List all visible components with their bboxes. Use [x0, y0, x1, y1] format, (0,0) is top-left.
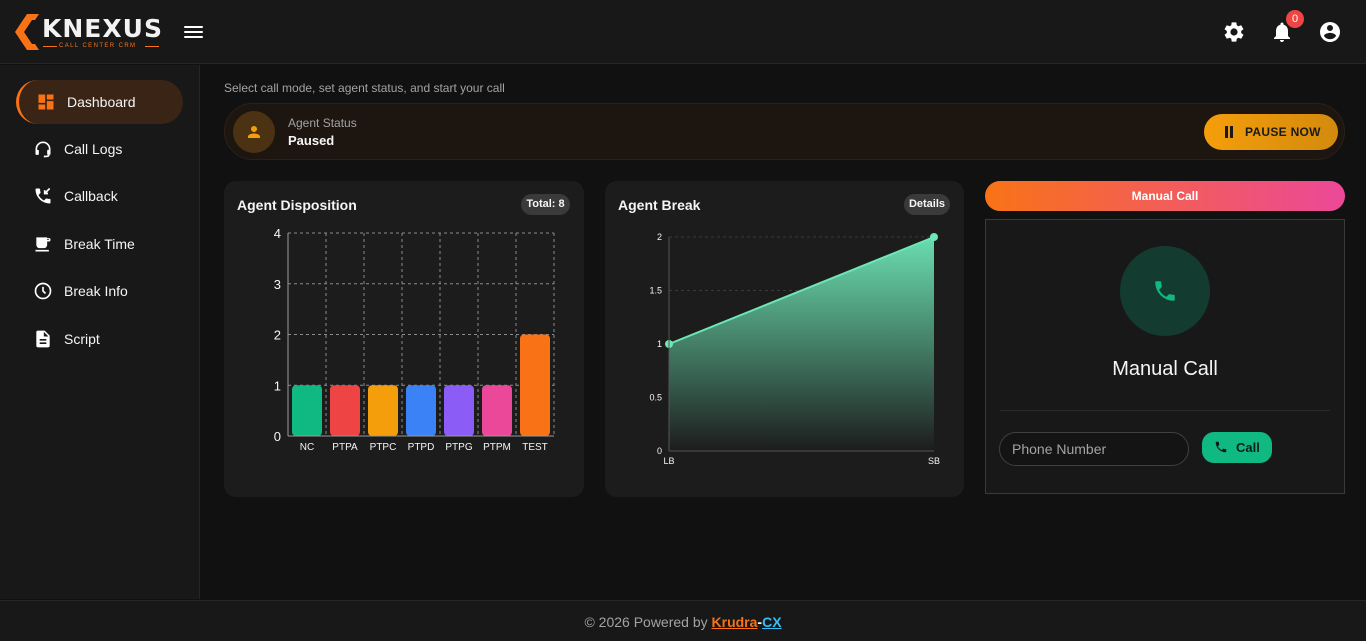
- sidebar-item-break-time[interactable]: Break Time: [16, 222, 183, 266]
- x-tick-label: NC: [300, 442, 314, 453]
- call-button[interactable]: Call: [1202, 432, 1272, 463]
- data-point: [930, 233, 938, 241]
- sidebar-item-label: Call Logs: [64, 141, 123, 157]
- divider: [1000, 410, 1330, 411]
- manual-call-tab[interactable]: Manual Call: [985, 181, 1345, 211]
- manual-call-title: Manual Call: [1112, 358, 1218, 380]
- logo-divider-left: [43, 46, 57, 47]
- agent-status-value: Paused: [288, 133, 335, 148]
- footer-brand-link[interactable]: Krudra: [711, 614, 758, 630]
- logo-divider-right: [145, 46, 159, 47]
- sidebar-item-break-info[interactable]: Break Info: [16, 269, 183, 313]
- document-icon: [36, 330, 50, 348]
- series-line: [668, 236, 935, 345]
- sidebar-item-label: Break Time: [64, 236, 135, 252]
- sidebar-item-label: Script: [64, 331, 100, 347]
- notification-count-badge: 0: [1286, 10, 1304, 28]
- x-tick-label: PTPC: [370, 442, 397, 453]
- y-tick-label: 1: [657, 339, 662, 349]
- pause-icon: [1225, 126, 1233, 138]
- total-badge: Total: 8: [521, 194, 570, 215]
- x-tick-label: PTPM: [483, 442, 511, 453]
- dashboard-icon: [38, 94, 54, 110]
- x-tick-label: PTPA: [332, 442, 358, 453]
- sidebar-item-script[interactable]: Script: [16, 317, 183, 361]
- x-tick-label: TEST: [522, 442, 548, 453]
- manual-call-tab-label: Manual Call: [1131, 189, 1199, 203]
- phone-number-input[interactable]: [999, 432, 1189, 466]
- person-icon: [248, 126, 260, 138]
- page-hint: Select call mode, set agent status, and …: [224, 81, 505, 95]
- agent-status-label: Agent Status: [288, 116, 357, 130]
- settings-gear-icon[interactable]: [1222, 20, 1246, 44]
- phone-callback-icon: [35, 187, 51, 204]
- bar: [292, 385, 322, 436]
- bar: [406, 385, 436, 436]
- headset-icon: [35, 141, 51, 158]
- brand-name: KNEXUS: [42, 14, 163, 43]
- y-tick-label: 1: [274, 378, 281, 393]
- clock-icon: [34, 282, 52, 300]
- phone-circle: [1120, 246, 1210, 336]
- notifications-bell-icon[interactable]: [1270, 20, 1294, 44]
- agent-avatar: [233, 111, 275, 153]
- bar: [520, 334, 550, 436]
- break-area-chart: 0 0.5 1 1.5 2 LB SB: [649, 232, 940, 466]
- call-button-label: Call: [1236, 440, 1260, 455]
- bar: [482, 385, 512, 436]
- y-tick-label: 4: [274, 226, 281, 241]
- manual-call-panel: Manual Call Call: [985, 219, 1345, 494]
- footer-brand-suffix[interactable]: CX: [762, 614, 782, 630]
- pause-now-button[interactable]: PAUSE NOW: [1204, 114, 1338, 150]
- x-tick-label: PTPD: [408, 442, 435, 453]
- menu-toggle-icon[interactable]: [184, 23, 204, 41]
- x-tick-label: LB: [663, 456, 674, 466]
- footer-copyright: © 2026 Powered by: [584, 614, 712, 630]
- phone-icon: [1215, 441, 1227, 453]
- footer-text: © 2026 Powered by Krudra-CX: [584, 614, 781, 630]
- area-fill: [669, 237, 934, 451]
- user-account-icon[interactable]: [1318, 20, 1342, 44]
- sidebar-item-label: Callback: [64, 188, 118, 204]
- details-button[interactable]: Details: [904, 194, 950, 215]
- bar: [330, 385, 360, 436]
- coffee-icon: [35, 237, 51, 252]
- y-tick-label: 0: [274, 429, 281, 444]
- pause-now-label: PAUSE NOW: [1245, 125, 1321, 139]
- sidebar: Dashboard Call Logs Callback Break Time …: [0, 65, 200, 599]
- agent-status-bar: Agent Status Paused PAUSE NOW: [224, 103, 1345, 160]
- agent-break-title: Agent Break: [618, 197, 701, 213]
- y-tick-label: 0.5: [649, 393, 662, 403]
- top-header: KNEXUS CALL CENTER CRM 0: [0, 0, 1366, 64]
- bar: [444, 385, 474, 436]
- bar: [368, 385, 398, 436]
- y-tick-label: 2: [657, 232, 662, 242]
- footer: © 2026 Powered by Krudra-CX: [0, 600, 1366, 641]
- y-tick-label: 2: [274, 328, 281, 343]
- x-tick-label: PTPG: [445, 442, 472, 453]
- y-tick-label: 1.5: [649, 286, 662, 296]
- sidebar-item-call-logs[interactable]: Call Logs: [16, 127, 183, 171]
- x-tick-label: SB: [928, 456, 940, 466]
- sidebar-item-label: Break Info: [64, 283, 128, 299]
- y-tick-label: 3: [274, 277, 281, 292]
- brand-logo[interactable]: KNEXUS CALL CENTER CRM: [15, 12, 165, 52]
- logo-chevron-icon: [15, 14, 39, 50]
- sidebar-item-label: Dashboard: [67, 94, 136, 110]
- y-tick-label: 0: [657, 446, 662, 456]
- sidebar-item-callback[interactable]: Callback: [16, 174, 183, 218]
- agent-disposition-title: Agent Disposition: [237, 197, 357, 213]
- disposition-bar-chart: 0 1 2 3 4 NC PTPA PTPC PTPD PTPG PTPM TEST: [274, 226, 555, 453]
- footer-brand-separator: -: [757, 614, 763, 630]
- brand-tagline: CALL CENTER CRM: [59, 43, 137, 49]
- sidebar-item-dashboard[interactable]: Dashboard: [16, 80, 183, 124]
- agent-break-card: Agent Break Details 0 0.5 1 1.5 2 LB SB: [605, 181, 964, 497]
- phone-icon: [1155, 281, 1175, 301]
- agent-disposition-card: Agent Disposition Total: 8 0 1 2 3 4 NC PTPA PT…: [224, 181, 584, 497]
